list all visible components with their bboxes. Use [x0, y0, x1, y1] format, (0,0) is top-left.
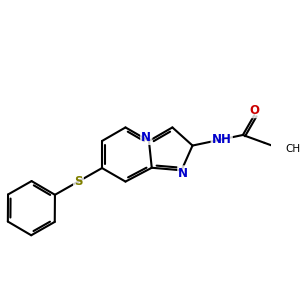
Text: NH: NH: [212, 134, 232, 146]
Text: N: N: [178, 167, 188, 179]
Text: S: S: [74, 175, 83, 188]
Text: CH₃: CH₃: [285, 144, 300, 154]
Text: O: O: [249, 104, 260, 117]
Text: N: N: [141, 131, 151, 144]
